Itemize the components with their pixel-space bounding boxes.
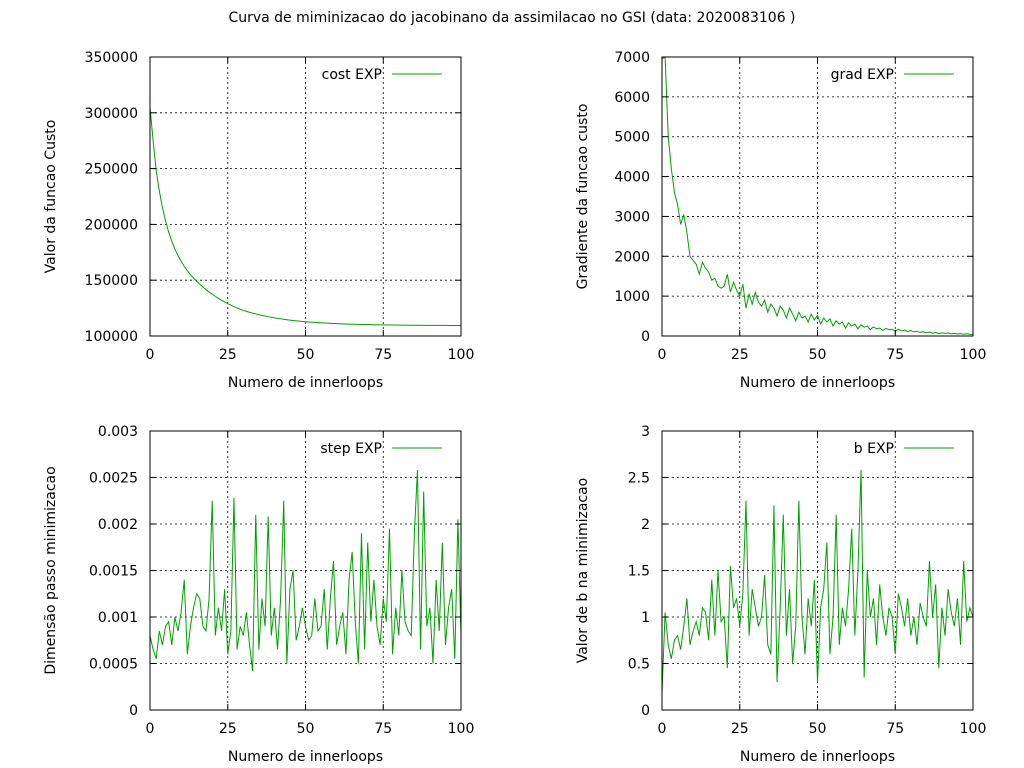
- legend-label: cost EXP: [322, 67, 382, 83]
- series-line: [661, 56, 974, 335]
- x-tick-label: 25: [731, 721, 749, 737]
- x-tick-label: 100: [448, 347, 475, 363]
- y-tick-label: 7000: [614, 50, 650, 66]
- x-tick-label: 50: [297, 721, 315, 737]
- y-tick-label: 3000: [614, 209, 650, 225]
- x-tick-label: 100: [960, 721, 987, 737]
- y-axis-label: Valor de b na minimizacao: [575, 478, 591, 664]
- x-tick-label: 25: [219, 347, 237, 363]
- y-tick-label: 0: [129, 703, 138, 719]
- x-tick-label: 100: [448, 721, 475, 737]
- series-line: [149, 107, 462, 326]
- y-tick-label: 0.001: [98, 610, 138, 626]
- figure-title: Curva de miminizacao do jacobinano da as…: [228, 10, 795, 26]
- y-tick-label: 0: [641, 329, 650, 345]
- legend-label: step EXP: [320, 441, 382, 457]
- y-tick-label: 6000: [614, 90, 650, 106]
- y-tick-label: 2.5: [628, 471, 650, 487]
- y-tick-label: 200000: [85, 217, 138, 233]
- y-tick-label: 300000: [85, 106, 138, 122]
- x-axis-label: Numero de innerloops: [740, 375, 895, 391]
- x-tick-label: 50: [809, 347, 827, 363]
- x-axis-label: Numero de innerloops: [228, 749, 383, 765]
- x-axis-label: Numero de innerloops: [228, 375, 383, 391]
- chart-panel-4: 0 25 50 75 100 0 0.5 1 1.5 2 2.5 3 Numero de innerlo…: [575, 424, 986, 765]
- y-tick-label: 0.0025: [89, 471, 138, 487]
- x-tick-label: 0: [658, 347, 667, 363]
- chart-panel-1: 0 25 50 75 100 100000 150000 200000 250000 300000…: [43, 50, 474, 391]
- x-tick-label: 0: [658, 721, 667, 737]
- x-tick-label: 50: [809, 721, 827, 737]
- x-tick-label: 25: [219, 721, 237, 737]
- x-tick-label: 50: [297, 347, 315, 363]
- x-tick-label: 25: [731, 347, 749, 363]
- y-tick-label: 0.5: [628, 657, 650, 673]
- x-tick-label: 75: [374, 721, 392, 737]
- y-tick-label: 4000: [614, 170, 650, 186]
- y-tick-label: 0.0015: [89, 564, 138, 580]
- y-tick-label: 1: [641, 610, 650, 626]
- y-tick-label: 2000: [614, 249, 650, 265]
- y-tick-label: 0.003: [98, 424, 138, 440]
- y-axis-label: Dimensão passo minimizacao: [43, 466, 59, 674]
- x-tick-label: 0: [146, 721, 155, 737]
- y-tick-label: 350000: [85, 50, 138, 66]
- x-tick-label: 100: [960, 347, 987, 363]
- y-tick-label: 5000: [614, 130, 650, 146]
- x-tick-label: 75: [374, 347, 392, 363]
- y-tick-label: 3: [641, 424, 650, 440]
- y-tick-label: 0: [641, 703, 650, 719]
- legend-label: b EXP: [854, 441, 894, 457]
- y-tick-label: 250000: [85, 162, 138, 178]
- y-axis-label: Valor da funcao Custo: [43, 120, 59, 274]
- legend-label: grad EXP: [831, 67, 894, 83]
- y-tick-label: 1000: [614, 289, 650, 305]
- y-tick-label: 0.002: [98, 517, 138, 533]
- x-tick-label: 0: [146, 347, 155, 363]
- chart-panel-3: 0 25 50 75 100 0 0.0005 0.001 0.0015 0.002 0.0025 0…: [43, 424, 474, 765]
- y-axis-label: Gradiente da funcao custo: [575, 104, 591, 290]
- y-tick-label: 0.0005: [89, 657, 138, 673]
- chart-panel-2: 0 25 50 75 10001000200030004000500060007000N…: [575, 50, 986, 391]
- y-tick-label: 150000: [85, 273, 138, 289]
- x-axis-label: Numero de innerloops: [740, 749, 895, 765]
- y-tick-label: 100000: [85, 329, 138, 345]
- x-tick-label: 75: [886, 721, 904, 737]
- series-line: [149, 470, 462, 671]
- y-tick-label: 2: [641, 517, 650, 533]
- x-tick-label: 75: [886, 347, 904, 363]
- y-tick-label: 1.5: [628, 564, 650, 580]
- series-line: [661, 470, 974, 694]
